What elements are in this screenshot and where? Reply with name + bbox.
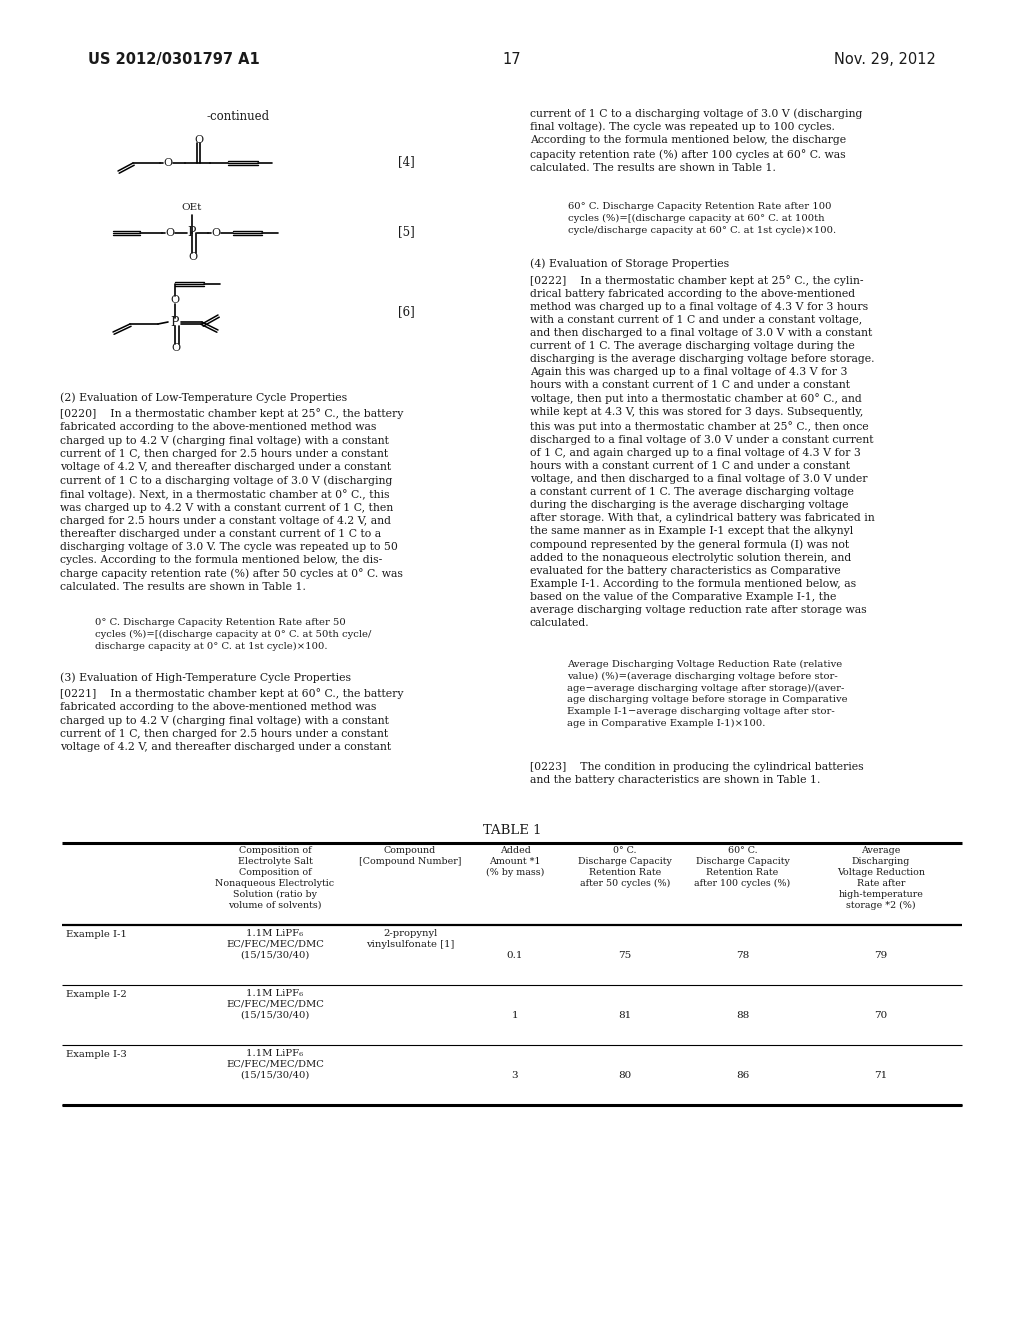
Text: Example I-2: Example I-2 xyxy=(66,990,127,999)
Text: [0222]    In a thermostatic chamber kept at 25° C., the cylin-
drical battery fa: [0222] In a thermostatic chamber kept at… xyxy=(530,275,874,628)
Text: (2) Evaluation of Low-Temperature Cycle Properties: (2) Evaluation of Low-Temperature Cycle … xyxy=(60,392,347,403)
Text: OEt: OEt xyxy=(182,203,202,213)
Text: 3: 3 xyxy=(512,1071,518,1080)
Text: 81: 81 xyxy=(618,1011,632,1019)
Text: 0° C.
Discharge Capacity
Retention Rate
after 50 cycles (%): 0° C. Discharge Capacity Retention Rate … xyxy=(579,846,672,888)
Text: [0221]    In a thermostatic chamber kept at 60° C., the battery
fabricated accor: [0221] In a thermostatic chamber kept at… xyxy=(60,688,403,752)
Text: Compound
[Compound Number]: Compound [Compound Number] xyxy=(358,846,461,866)
Text: 1.1M LiPF₆
EC/FEC/MEC/DMC
(15/15/30/40): 1.1M LiPF₆ EC/FEC/MEC/DMC (15/15/30/40) xyxy=(226,929,324,960)
Text: [5]: [5] xyxy=(398,224,415,238)
Text: Average Discharging Voltage Reduction Rate (relative
value) (%)=(average dischar: Average Discharging Voltage Reduction Ra… xyxy=(567,660,848,727)
Text: O: O xyxy=(195,135,204,145)
Text: 70: 70 xyxy=(874,1011,888,1019)
Text: 17: 17 xyxy=(503,51,521,67)
Text: Composition of
Electrolyte Salt
Composition of
Nonaqueous Electrolytic
Solution : Composition of Electrolyte Salt Composit… xyxy=(215,846,335,909)
Text: (3) Evaluation of High-Temperature Cycle Properties: (3) Evaluation of High-Temperature Cycle… xyxy=(60,672,351,682)
Text: TABLE 1: TABLE 1 xyxy=(482,824,542,837)
Text: Added
Amount *1
(% by mass): Added Amount *1 (% by mass) xyxy=(485,846,544,876)
Text: Average
Discharging
Voltage Reduction
Rate after
high-temperature
storage *2 (%): Average Discharging Voltage Reduction Ra… xyxy=(837,846,925,909)
Text: O: O xyxy=(188,252,198,261)
Text: (4) Evaluation of Storage Properties: (4) Evaluation of Storage Properties xyxy=(530,257,729,268)
Text: Nov. 29, 2012: Nov. 29, 2012 xyxy=(835,51,936,67)
Text: 1.1M LiPF₆
EC/FEC/MEC/DMC
(15/15/30/40): 1.1M LiPF₆ EC/FEC/MEC/DMC (15/15/30/40) xyxy=(226,1049,324,1080)
Text: 75: 75 xyxy=(618,950,632,960)
Text: -continued: -continued xyxy=(207,110,269,123)
Text: 0.1: 0.1 xyxy=(507,950,523,960)
Text: Example I-3: Example I-3 xyxy=(66,1049,127,1059)
Text: O: O xyxy=(170,294,179,305)
Text: O: O xyxy=(171,343,180,352)
Text: 86: 86 xyxy=(736,1071,750,1080)
Text: O: O xyxy=(164,158,173,168)
Text: 80: 80 xyxy=(618,1071,632,1080)
Text: 1.1M LiPF₆
EC/FEC/MEC/DMC
(15/15/30/40): 1.1M LiPF₆ EC/FEC/MEC/DMC (15/15/30/40) xyxy=(226,989,324,1020)
Text: 88: 88 xyxy=(736,1011,750,1019)
Text: 1: 1 xyxy=(512,1011,518,1019)
Text: O: O xyxy=(211,228,220,238)
Text: [0220]    In a thermostatic chamber kept at 25° C., the battery
fabricated accor: [0220] In a thermostatic chamber kept at… xyxy=(60,408,403,593)
Text: 79: 79 xyxy=(874,950,888,960)
Text: 71: 71 xyxy=(874,1071,888,1080)
Text: current of 1 C to a discharging voltage of 3.0 V (discharging
final voltage). Th: current of 1 C to a discharging voltage … xyxy=(530,108,862,173)
Text: 60° C.
Discharge Capacity
Retention Rate
after 100 cycles (%): 60° C. Discharge Capacity Retention Rate… xyxy=(694,846,791,888)
Text: [0223]    The condition in producing the cylindrical batteries
and the battery c: [0223] The condition in producing the cy… xyxy=(530,762,863,785)
Text: [6]: [6] xyxy=(398,305,415,318)
Text: US 2012/0301797 A1: US 2012/0301797 A1 xyxy=(88,51,260,67)
Text: 78: 78 xyxy=(736,950,750,960)
Text: O: O xyxy=(166,228,174,238)
Text: P: P xyxy=(187,227,197,239)
Text: Example I-1: Example I-1 xyxy=(66,931,127,939)
Text: P: P xyxy=(171,315,179,329)
Text: 2-propynyl
vinylsulfonate [1]: 2-propynyl vinylsulfonate [1] xyxy=(366,929,455,949)
Text: 0° C. Discharge Capacity Retention Rate after 50
cycles (%)=[(discharge capacity: 0° C. Discharge Capacity Retention Rate … xyxy=(95,618,372,651)
Text: 60° C. Discharge Capacity Retention Rate after 100
cycles (%)=[(discharge capaci: 60° C. Discharge Capacity Retention Rate… xyxy=(568,202,837,235)
Text: [4]: [4] xyxy=(398,154,415,168)
